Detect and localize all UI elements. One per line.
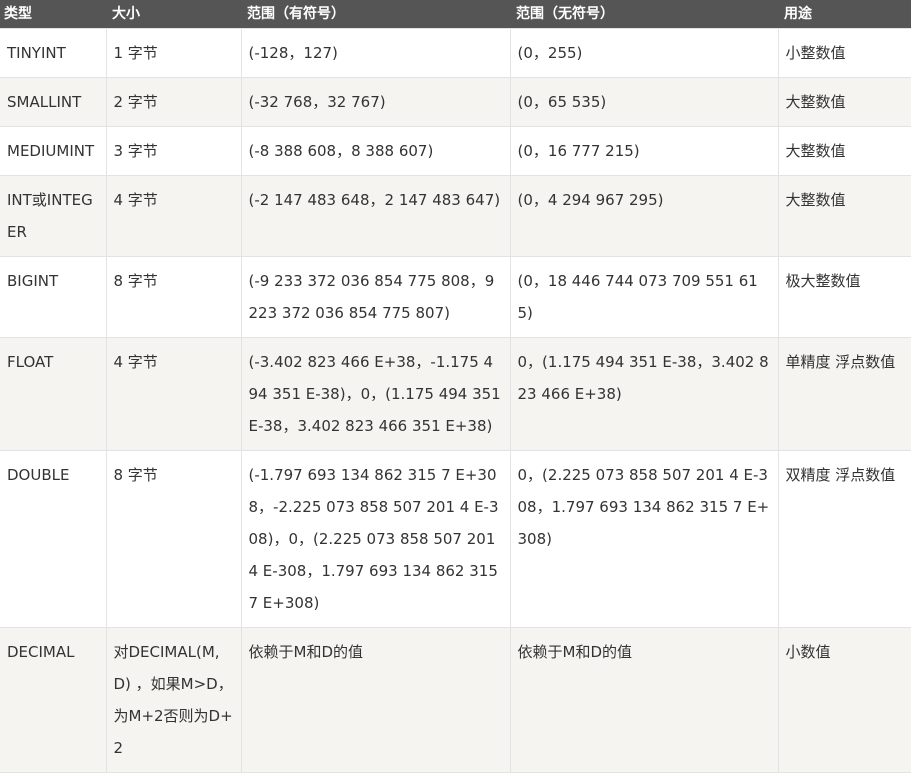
header-unsigned-range: 范围（无符号）	[510, 0, 778, 29]
cell-signed-range: 依赖于M和D的值	[240, 627, 511, 773]
table-row: MEDIUMINT 3 字节 (-8 388 608，8 388 607) (0…	[0, 126, 911, 176]
cell-unsigned-range: (0，4 294 967 295)	[509, 175, 779, 257]
cell-unsigned-range: (0，255)	[509, 28, 779, 78]
cell-type: MEDIUMINT	[0, 126, 107, 176]
table-row: INT或INTEGER 4 字节 (-2 147 483 648，2 147 4…	[0, 175, 911, 257]
cell-type: SMALLINT	[0, 77, 107, 127]
cell-type: TINYINT	[0, 28, 107, 78]
header-type: 类型	[0, 0, 106, 29]
table-row: FLOAT 4 字节 (-3.402 823 466 E+38，-1.175 4…	[0, 337, 911, 451]
cell-size: 3 字节	[105, 126, 242, 176]
cell-signed-range: (-3.402 823 466 E+38，-1.175 494 351 E-38…	[240, 337, 511, 451]
table-header: 类型 大小 范围（有符号） 范围（无符号） 用途	[0, 0, 911, 29]
header-signed-range: 范围（有符号）	[241, 0, 510, 29]
cell-signed-range: (-2 147 483 648，2 147 483 647)	[240, 175, 511, 257]
cell-unsigned-range: (0，16 777 215)	[509, 126, 779, 176]
cell-size: 4 字节	[105, 175, 242, 257]
cell-signed-range: (-1.797 693 134 862 315 7 E+308，-2.225 0…	[240, 450, 511, 628]
cell-unsigned-range: 0，(2.225 073 858 507 201 4 E-308，1.797 6…	[509, 450, 779, 628]
table-row: TINYINT 1 字节 (-128，127) (0，255) 小整数值	[0, 28, 911, 78]
cell-size: 2 字节	[105, 77, 242, 127]
cell-type: BIGINT	[0, 256, 107, 338]
cell-unsigned-range: (0，18 446 744 073 709 551 615)	[509, 256, 779, 338]
cell-usage: 单精度 浮点数值	[777, 337, 911, 451]
cell-size: 8 字节	[105, 256, 242, 338]
cell-type: FLOAT	[0, 337, 107, 451]
header-size: 大小	[106, 0, 241, 29]
cell-type: DECIMAL	[0, 627, 107, 773]
cell-unsigned-range: 0，(1.175 494 351 E-38，3.402 823 466 E+38…	[509, 337, 779, 451]
cell-size: 1 字节	[105, 28, 242, 78]
cell-size: 4 字节	[105, 337, 242, 451]
cell-usage: 大整数值	[777, 126, 911, 176]
cell-size: 8 字节	[105, 450, 242, 628]
cell-signed-range: (-32 768，32 767)	[240, 77, 511, 127]
cell-usage: 极大整数值	[777, 256, 911, 338]
cell-type: DOUBLE	[0, 450, 107, 628]
cell-usage: 双精度 浮点数值	[777, 450, 911, 628]
cell-usage: 大整数值	[777, 77, 911, 127]
table-row: DOUBLE 8 字节 (-1.797 693 134 862 315 7 E+…	[0, 450, 911, 628]
cell-type: INT或INTEGER	[0, 175, 107, 257]
cell-usage: 大整数值	[777, 175, 911, 257]
cell-signed-range: (-8 388 608，8 388 607)	[240, 126, 511, 176]
header-usage: 用途	[778, 0, 911, 29]
table-row: DECIMAL 对DECIMAL(M,D) ，如果M>D，为M+2否则为D+2 …	[0, 627, 911, 773]
cell-usage: 小整数值	[777, 28, 911, 78]
table-row: BIGINT 8 字节 (-9 233 372 036 854 775 808，…	[0, 256, 911, 338]
cell-size: 对DECIMAL(M,D) ，如果M>D，为M+2否则为D+2	[105, 627, 242, 773]
table-body: TINYINT 1 字节 (-128，127) (0，255) 小整数值 SMA…	[0, 28, 911, 773]
cell-signed-range: (-9 233 372 036 854 775 808，9 223 372 03…	[240, 256, 511, 338]
table-row: SMALLINT 2 字节 (-32 768，32 767) (0，65 535…	[0, 77, 911, 127]
cell-usage: 小数值	[777, 627, 911, 773]
cell-unsigned-range: 依赖于M和D的值	[509, 627, 779, 773]
header-row: 类型 大小 范围（有符号） 范围（无符号） 用途	[0, 0, 911, 29]
cell-signed-range: (-128，127)	[240, 28, 511, 78]
cell-unsigned-range: (0，65 535)	[509, 77, 779, 127]
